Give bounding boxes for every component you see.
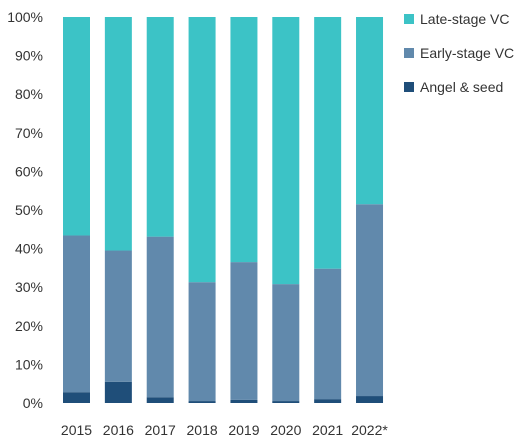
y-tick-label: 50%	[15, 202, 43, 218]
y-tick-label: 60%	[15, 163, 43, 179]
bar-segment-early-stage-vc-2021	[314, 268, 342, 400]
y-tick-label: 0%	[23, 395, 43, 411]
x-tick-label: 2016	[103, 422, 134, 438]
bar-segment-angel-seed-2021	[314, 399, 342, 403]
bar-segment-late-stage-vc-2022	[356, 17, 384, 205]
bar-segment-late-stage-vc-2017	[146, 17, 174, 237]
y-tick-label: 20%	[15, 318, 43, 334]
bar-segment-early-stage-vc-2020	[272, 284, 300, 402]
bar-segment-late-stage-vc-2021	[314, 17, 342, 269]
bar-segment-late-stage-vc-2020	[272, 17, 300, 285]
bar-segment-angel-seed-2015	[63, 392, 90, 403]
x-tick-label: 2018	[187, 422, 218, 438]
bar-segment-late-stage-vc-2018	[188, 17, 216, 283]
legend-label: Late-stage VC	[420, 11, 510, 27]
bar-segment-late-stage-vc-2016	[104, 17, 132, 251]
y-tick-label: 40%	[15, 241, 43, 257]
bar-segment-angel-seed-2022	[356, 396, 384, 403]
legend-item: Late-stage VC	[404, 10, 514, 28]
bar-segment-late-stage-vc-2019	[230, 17, 258, 263]
y-tick-label: 30%	[15, 279, 43, 295]
legend-label: Angel & seed	[420, 79, 504, 95]
bar-segment-early-stage-vc-2019	[230, 262, 258, 400]
legend-item: Angel & seed	[404, 78, 514, 96]
legend-label: Early-stage VC	[420, 45, 515, 61]
bars	[63, 17, 384, 403]
x-tick-label: 2015	[61, 422, 92, 438]
y-tick-label: 100%	[7, 9, 43, 25]
y-tick-label: 70%	[15, 125, 43, 141]
bar-segment-early-stage-vc-2015	[63, 235, 90, 393]
bar-segment-early-stage-vc-2018	[188, 282, 216, 402]
y-tick-label: 90%	[15, 48, 43, 64]
legend-swatch	[404, 48, 414, 58]
legend-swatch	[404, 82, 414, 92]
bar-segment-angel-seed-2017	[146, 397, 174, 403]
bar-segment-angel-seed-2020	[272, 401, 300, 403]
x-tick-label: 2021	[312, 422, 343, 438]
x-tick-label: 2022*	[351, 422, 388, 438]
x-tick-label: 2017	[145, 422, 176, 438]
bar-segment-early-stage-vc-2017	[146, 236, 174, 398]
x-tick-label: 2020	[270, 422, 301, 438]
bar-segment-angel-seed-2018	[188, 401, 216, 403]
bar-segment-angel-seed-2016	[104, 381, 132, 403]
legend: Late-stage VC Early-stage VC Angel & seed	[404, 10, 514, 112]
legend-item: Early-stage VC	[404, 44, 514, 62]
bar-segment-early-stage-vc-2016	[104, 250, 132, 382]
bar-segment-early-stage-vc-2022	[356, 204, 384, 397]
x-axis: 2015 2016 2017 2018 2019 2020 2021 2022*	[61, 422, 388, 438]
y-tick-label: 80%	[15, 86, 43, 102]
bar-segment-late-stage-vc-2015	[63, 17, 90, 236]
bar-segment-angel-seed-2019	[230, 399, 258, 403]
y-axis: 0% 10% 20% 30% 40% 50% 60% 70% 80% 90% 100%	[7, 9, 43, 411]
legend-swatch	[404, 14, 414, 24]
y-tick-label: 10%	[15, 356, 43, 372]
x-tick-label: 2019	[228, 422, 259, 438]
